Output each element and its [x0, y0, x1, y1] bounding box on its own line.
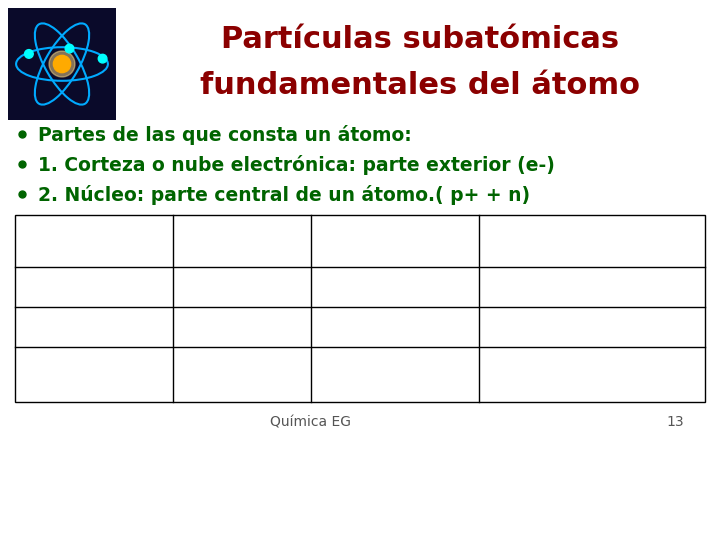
Text: 0: 0: [180, 360, 189, 374]
Text: Partes de las que consta un átomo:: Partes de las que consta un átomo:: [38, 125, 412, 145]
Text: 1.673x10: 1.673x10: [318, 320, 384, 334]
Text: fundamentales del átomo: fundamentales del átomo: [200, 71, 640, 99]
Text: 1.006665    n   nº: 1.006665 n nº: [486, 360, 607, 374]
Text: 13: 13: [666, 415, 684, 429]
Bar: [8, 8, 116, 120]
Text: 1. Corteza o nube electrónica: parte exterior (e-): 1. Corteza o nube electrónica: parte ext…: [38, 155, 555, 175]
Text: Neutron: Neutron: [22, 360, 78, 374]
Text: Protón: Protón: [22, 320, 67, 334]
Bar: [15, 215, 705, 402]
Text: 1.673x10: 1.673x10: [318, 360, 384, 374]
Text: +1: +1: [180, 320, 200, 334]
Text: Carga
electrica: Carga electrica: [180, 226, 240, 256]
Text: 1/1823      e    e-: 1/1823 e e-: [486, 280, 600, 294]
Text: -24: -24: [362, 354, 380, 364]
Circle shape: [24, 50, 33, 58]
Circle shape: [98, 55, 107, 63]
Text: Partículas subatómicas: Partículas subatómicas: [221, 25, 619, 55]
Circle shape: [53, 56, 71, 73]
Text: 1.007277    p   p+: 1.007277 p p+: [486, 320, 612, 334]
Circle shape: [66, 44, 74, 53]
Text: 2. Núcleo: parte central de un átomo.( p+ + n): 2. Núcleo: parte central de un átomo.( p…: [38, 185, 530, 205]
Text: Particula: Particula: [22, 234, 82, 248]
Circle shape: [49, 51, 75, 77]
Text: Química EG: Química EG: [269, 415, 351, 429]
Text: -1.: -1.: [180, 280, 198, 294]
Text: Masa   relativa   en   u.m.a
/simbolo: Masa relativa en u.m.a /simbolo: [486, 226, 671, 256]
Text: -28: -28: [356, 274, 374, 284]
Text: -24: -24: [362, 314, 380, 324]
Text: 9.11x10: 9.11x10: [318, 280, 375, 294]
Text: Masa  (g): Masa (g): [318, 234, 383, 248]
Text: Electrón: Electrón: [22, 280, 79, 294]
